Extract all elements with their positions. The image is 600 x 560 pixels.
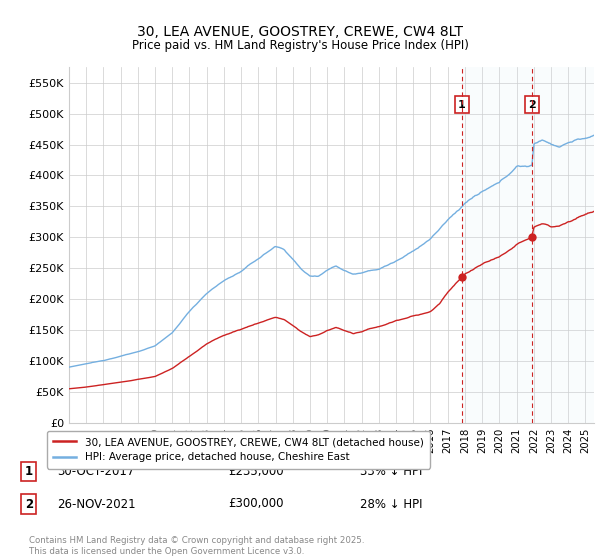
Text: 2: 2 <box>25 497 33 511</box>
Text: Price paid vs. HM Land Registry's House Price Index (HPI): Price paid vs. HM Land Registry's House … <box>131 39 469 52</box>
Legend: 30, LEA AVENUE, GOOSTREY, CREWE, CW4 8LT (detached house), HPI: Average price, d: 30, LEA AVENUE, GOOSTREY, CREWE, CW4 8LT… <box>47 431 430 469</box>
Bar <box>532 67 594 423</box>
Bar <box>462 67 532 423</box>
Text: £300,000: £300,000 <box>228 497 284 511</box>
Text: 2: 2 <box>528 100 536 110</box>
Text: 33% ↓ HPI: 33% ↓ HPI <box>360 465 422 478</box>
Text: 1: 1 <box>25 465 33 478</box>
Text: 26-NOV-2021: 26-NOV-2021 <box>57 497 136 511</box>
Text: 28% ↓ HPI: 28% ↓ HPI <box>360 497 422 511</box>
Text: 30, LEA AVENUE, GOOSTREY, CREWE, CW4 8LT: 30, LEA AVENUE, GOOSTREY, CREWE, CW4 8LT <box>137 25 463 39</box>
Text: 1: 1 <box>458 100 466 110</box>
Text: Contains HM Land Registry data © Crown copyright and database right 2025.
This d: Contains HM Land Registry data © Crown c… <box>29 536 364 556</box>
Text: 30-OCT-2017: 30-OCT-2017 <box>57 465 134 478</box>
Text: £235,000: £235,000 <box>228 465 284 478</box>
